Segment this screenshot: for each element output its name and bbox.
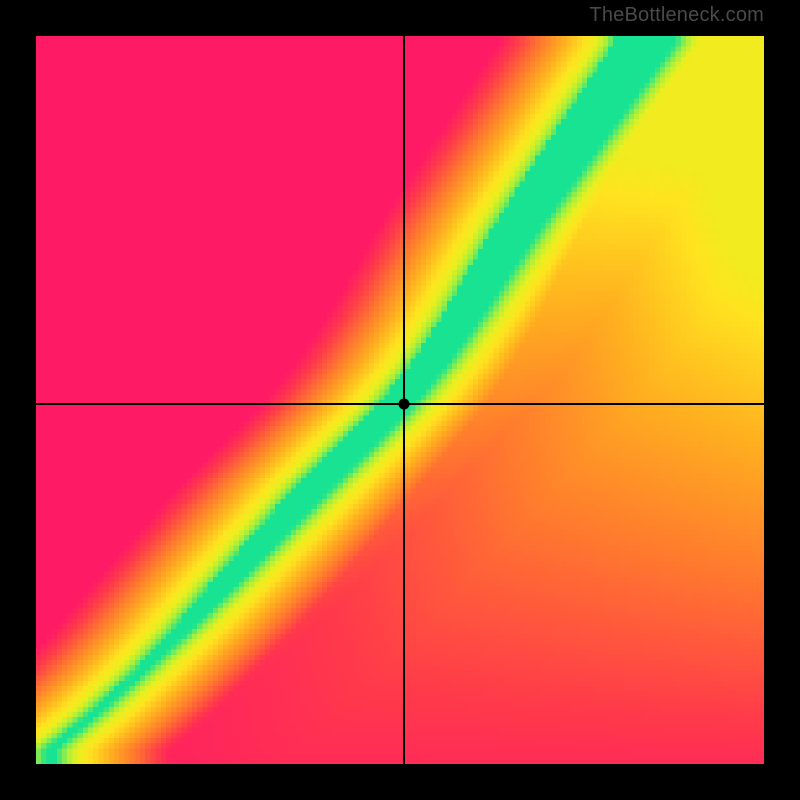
watermark-text: TheBottleneck.com [589, 4, 764, 27]
intersection-marker [398, 398, 409, 409]
heatmap-plot [36, 36, 764, 764]
